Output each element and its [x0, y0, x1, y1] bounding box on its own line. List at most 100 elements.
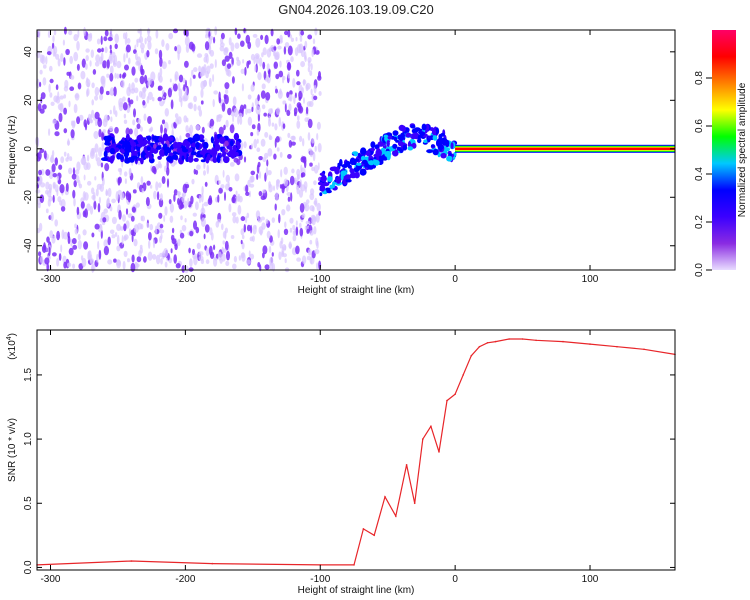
spectrogram-noise-blob: [150, 126, 154, 132]
spectrogram-noise-blob: [90, 113, 93, 124]
spectrogram-noise-blob: [69, 156, 73, 162]
spectrogram-noise-blob: [133, 238, 138, 247]
spectrogram-signal-blob: [432, 148, 439, 156]
spectrogram-signal-blob: [200, 159, 206, 163]
spectrogram-noise-blob: [279, 60, 282, 68]
spectrogram-noise-blob: [268, 118, 271, 127]
spectrogram-signal-blob: [193, 133, 201, 142]
spectrogram-noise-blob: [304, 160, 307, 169]
spectrogram-noise-blob: [292, 234, 297, 242]
spectrogram-signal-blob: [142, 150, 145, 159]
spectrogram-noise-blob: [273, 46, 277, 51]
spectrogram-noise-blob: [131, 254, 135, 263]
spectrogram-noise-blob: [40, 92, 46, 100]
spectrogram-noise-blob: [103, 208, 108, 214]
spectrogram-noise-blob: [68, 30, 73, 36]
colorbar-gradient: [712, 30, 736, 270]
spectrogram-noise-blob: [41, 244, 47, 253]
spectrogram-noise-blob: [226, 63, 232, 69]
spectrogram-noise-blob: [60, 156, 65, 164]
spectrogram-noise-blob: [67, 138, 70, 146]
snr-x-tick-label: -200: [175, 574, 195, 585]
spectrogram-noise-blob: [232, 115, 235, 123]
spectrogram-noise-blob: [255, 37, 261, 48]
spectrogram-noise-blob: [182, 97, 188, 102]
spectrogram-signal-blob: [405, 132, 412, 138]
spectrogram-noise-blob: [104, 29, 109, 37]
spectrogram-noise-blob: [251, 143, 253, 150]
spectrogram-noise-blob: [168, 199, 172, 205]
spectrogram-noise-blob: [159, 67, 163, 77]
spectrogram-noise-blob: [292, 224, 296, 231]
spectrogram-noise-blob: [173, 122, 177, 129]
spectrogram-carrier-band: [455, 147, 676, 150]
spectrogram-noise-blob: [276, 38, 281, 45]
spectrogram-signal-blob: [211, 147, 217, 152]
spectrogram-noise-blob: [166, 166, 170, 176]
spectrogram-noise-blob: [283, 178, 288, 187]
spectrogram-noise-blob: [101, 133, 105, 141]
spectrogram-noise-blob: [155, 225, 157, 235]
spectrogram-signal-blob: [353, 167, 360, 173]
spectrogram-noise-blob: [169, 203, 174, 213]
spectrogram-noise-blob: [123, 119, 128, 125]
spectrogram-noise-blob: [118, 101, 124, 112]
spectrogram-noise-blob: [248, 190, 251, 198]
spectrogram-noise-blob: [279, 88, 282, 95]
spectrogram-noise-blob: [56, 175, 59, 181]
spectrogram-noise-blob: [94, 111, 100, 120]
spectrogram-noise-blob: [190, 131, 193, 139]
spectrogram-noise-blob: [84, 122, 88, 131]
spectrogram-noise-blob: [305, 199, 310, 205]
spectrogram-noise-blob: [237, 33, 241, 39]
spectrogram-noise-blob: [140, 47, 145, 54]
spectrogram-noise-blob: [318, 91, 322, 96]
spectrogram-signal-blob: [373, 159, 380, 166]
spectrogram-signal-blob: [166, 155, 174, 162]
spectrogram-noise-blob: [65, 182, 69, 192]
spectrogram-noise-blob: [289, 227, 293, 233]
spectrogram-noise-blob: [221, 253, 226, 262]
spectrogram-noise-blob: [118, 209, 122, 220]
spectrogram-noise-blob: [232, 263, 237, 270]
spectrogram-noise-blob: [300, 61, 305, 68]
spectrogram-noise-blob: [255, 210, 261, 220]
spectrogram-noise-blob: [224, 88, 229, 95]
spectrogram-noise-blob: [219, 42, 225, 48]
spectrogram-noise-blob: [233, 157, 239, 163]
spectrogram-noise-blob: [134, 77, 139, 83]
spectrogram-noise-blob: [146, 222, 150, 229]
spectrogram-signal-blob: [345, 178, 352, 183]
spectrogram-noise-blob: [125, 52, 129, 59]
spectrogram-noise-blob: [309, 70, 313, 76]
spectrogram-signal-blob: [367, 164, 375, 170]
spectrogram-noise-blob: [226, 250, 230, 261]
spectrogram-noise-blob: [67, 231, 70, 239]
spectrogram-signal-blob: [339, 159, 343, 167]
spectrogram-signal-blob: [344, 160, 351, 167]
spectrogram-signal-blob: [146, 135, 152, 141]
spectrogram-noise-blob: [167, 87, 172, 98]
spectrogram-noise-blob: [46, 236, 50, 243]
colorbar-tick-label: 0.8: [694, 71, 705, 85]
spectrogram-noise-blob: [55, 95, 61, 104]
spectrogram-noise-blob: [139, 244, 143, 249]
spectrogram-noise-blob: [292, 230, 296, 236]
spectrogram-noise-blob: [284, 258, 287, 264]
spectrogram-signal-blob: [431, 144, 435, 148]
spectrogram-noise-blob: [218, 91, 221, 102]
spectrogram-x-label: Height of straight line (km): [298, 285, 415, 296]
spectrogram-noise-blob: [65, 157, 69, 162]
spectrogram-noise-blob: [40, 255, 44, 264]
spectrogram-signal-blob: [124, 157, 131, 164]
spectrogram-noise-blob: [286, 109, 291, 117]
spectrogram-signal-blob: [229, 140, 234, 147]
spectrogram-noise-blob: [206, 164, 210, 175]
spectrogram-noise-blob: [290, 135, 296, 140]
spectrogram-noise-blob: [63, 57, 66, 66]
spectrogram-x-tick-label: -100: [310, 274, 330, 285]
spectrogram-signal-blob: [205, 156, 210, 164]
spectrogram-noise-blob: [256, 147, 261, 152]
spectrogram-signal-blob: [195, 141, 200, 150]
snr-x-tick-label: -300: [40, 574, 60, 585]
